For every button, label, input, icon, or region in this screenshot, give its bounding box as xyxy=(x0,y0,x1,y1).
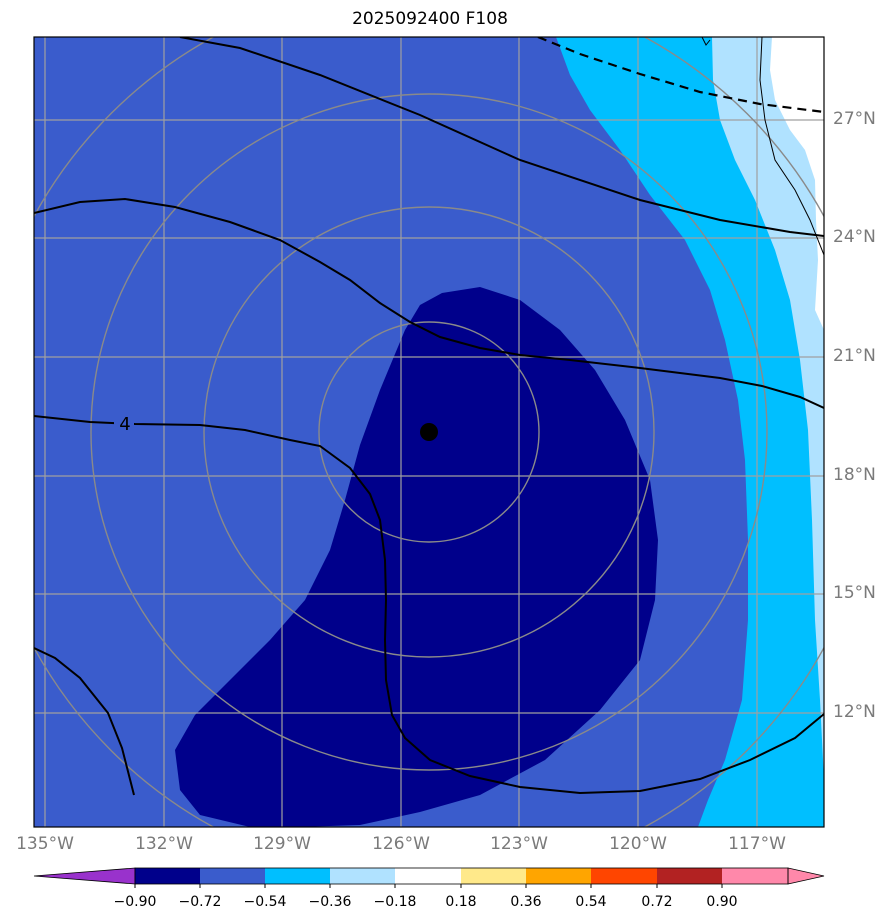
colorbar-bin-9 xyxy=(657,868,723,884)
contour-lines xyxy=(34,37,824,796)
map-frame xyxy=(33,36,825,828)
colorbar-tick-label: 0.90 xyxy=(706,894,738,910)
colorbar-ticks xyxy=(134,884,723,888)
colorbar-tick-label: −0.36 xyxy=(308,894,352,910)
colorbar-bin-7 xyxy=(526,868,592,884)
lon-label-135w: 135°W xyxy=(16,834,74,854)
colorbar-bin-8 xyxy=(591,868,658,884)
lat-label-24n: 24°N xyxy=(833,227,876,247)
colorbar-over-arrow xyxy=(787,867,825,885)
lat-label-12n: 12°N xyxy=(833,702,876,722)
colorbar-bin-6 xyxy=(461,868,527,884)
colorbar xyxy=(33,867,825,888)
lat-label-18n: 18°N xyxy=(833,465,876,485)
colorbar-bin-10 xyxy=(722,868,788,884)
range-rings xyxy=(34,37,824,827)
colorbar-tick-label: 0.36 xyxy=(510,894,542,910)
lat-label-15n: 15°N xyxy=(833,583,876,603)
colorbar-bin-2 xyxy=(200,868,266,884)
colorbar-under-arrow xyxy=(33,867,136,885)
colorbar-bin-3 xyxy=(265,868,331,884)
field-deep-blue xyxy=(175,287,658,827)
lon-label-126w: 126°W xyxy=(372,834,430,854)
contour-label: 4 xyxy=(119,414,130,435)
map-title: 2025092400 F108 xyxy=(352,9,508,29)
colorbar-bin-5 xyxy=(395,868,462,884)
graticule xyxy=(34,37,824,827)
lon-label-117w: 117°W xyxy=(728,834,786,854)
colorbar-tick-label: 0.54 xyxy=(575,894,607,910)
colorbar-tick-label: 0.18 xyxy=(445,894,477,910)
colorbar-tick-label: −0.54 xyxy=(243,894,287,910)
lat-label-21n: 21°N xyxy=(833,346,876,366)
colorbar-bin-4 xyxy=(330,868,396,884)
contour-label-bg xyxy=(114,414,134,432)
field-pale-blue xyxy=(712,37,824,780)
colorbar-tick-label: −0.90 xyxy=(113,894,157,910)
land-area xyxy=(770,37,824,330)
colorbar-bin-1 xyxy=(135,868,201,884)
lat-label-27n: 27°N xyxy=(833,109,876,129)
colorbar-tick-label: 0.72 xyxy=(641,894,673,910)
map-plot: 4 xyxy=(33,36,825,828)
lon-label-123w: 123°W xyxy=(490,834,548,854)
coastline xyxy=(701,37,824,256)
storm-center-marker xyxy=(420,423,438,441)
lon-label-132w: 132°W xyxy=(135,834,193,854)
colorbar-tick-label: −0.72 xyxy=(178,894,222,910)
lon-label-129w: 129°W xyxy=(253,834,311,854)
dashed-contour xyxy=(537,37,824,114)
colorbar-tick-label: −0.18 xyxy=(373,894,417,910)
lon-label-120w: 120°W xyxy=(609,834,667,854)
